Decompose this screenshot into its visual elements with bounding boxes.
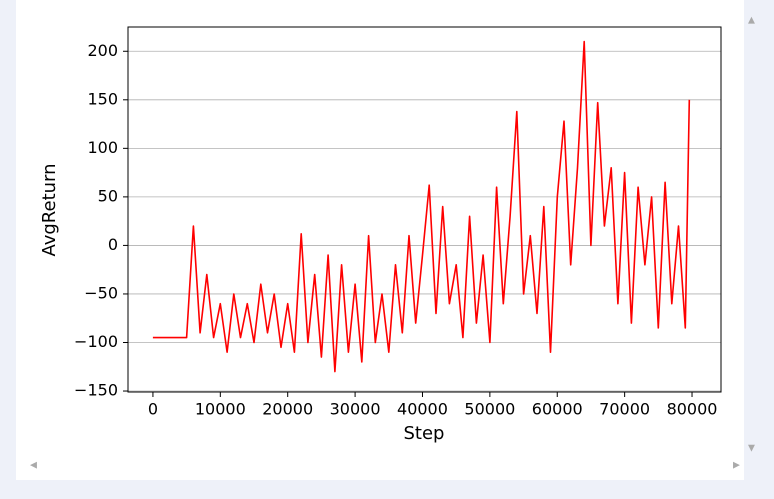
y-tick-label: 50 [98, 186, 118, 205]
y-tick-label: −100 [74, 332, 118, 351]
data-line [152, 40, 691, 373]
scroll-up[interactable]: ▲ [748, 16, 755, 26]
x-tick-label: 0 [148, 400, 158, 419]
x-tick-label: 10000 [195, 400, 246, 419]
output-cell [16, 0, 744, 480]
x-tick-label: 80000 [667, 400, 718, 419]
x-tick-label: 70000 [599, 400, 650, 419]
x-tick-label: 20000 [262, 400, 313, 419]
y-tick-label: 100 [87, 138, 118, 157]
y-tick-label: −50 [84, 283, 118, 302]
scroll-right[interactable]: ▶ [733, 461, 740, 471]
x-tick-label: 30000 [330, 400, 381, 419]
plot-frame [127, 26, 722, 393]
x-tick-label: 60000 [532, 400, 583, 419]
y-tick-label: 150 [87, 89, 118, 108]
x-tick-label: 50000 [464, 400, 515, 419]
scroll-left[interactable]: ◀ [30, 461, 37, 471]
x-tick-label: 40000 [397, 400, 448, 419]
y-tick-label: −150 [74, 381, 118, 400]
x-axis-label: Step [404, 423, 445, 444]
y-tick-label: 200 [87, 41, 118, 60]
scroll-down[interactable]: ▼ [748, 444, 755, 454]
y-axis-label: AvgReturn [39, 163, 60, 256]
y-tick-label: 0 [108, 235, 118, 254]
